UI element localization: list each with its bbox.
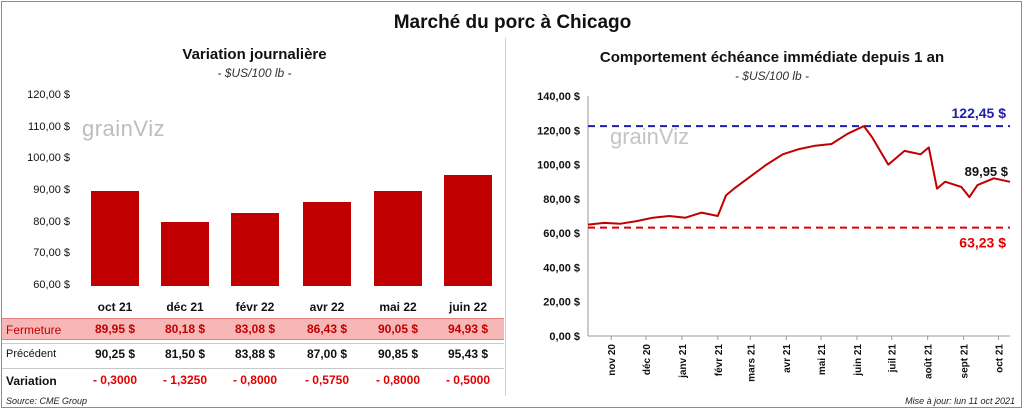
right-panel-title: Comportement échéance immédiate depuis 1… [599,49,945,66]
variation-cell: - 0,5750 [304,373,350,387]
bar [374,190,422,286]
x-tick-label: mars 21 [746,344,757,382]
y-tick-label: 70,00 $ [33,247,70,260]
fermeture-cell: 86,43 $ [306,322,348,336]
bar [231,212,279,286]
precedent-label: Précédent [6,348,57,360]
y-tick-label: 80,00 $ [543,194,580,206]
x-tick-label: mai 21 [817,344,828,376]
y-tick-label: 0,00 $ [549,331,580,343]
panel-divider [505,38,506,396]
update-note: Mise à jour: lun 11 oct 2021 [905,396,1015,406]
right-panel-subtitle: - $US/100 lb - [734,69,810,83]
row-divider [2,368,504,369]
category-label: mai 22 [379,300,417,314]
variation-cell: - 1,3250 [162,373,208,387]
fermeture-row [2,318,504,340]
precedent-cell: 90,85 $ [377,347,419,361]
row-divider [2,343,504,344]
precedent-cell: 81,50 $ [164,347,206,361]
variation-cell: - 0,3000 [92,373,138,387]
high-label: 122,45 $ [952,105,1007,121]
y-tick-label: 20,00 $ [543,297,580,309]
x-tick-label: août 21 [924,344,935,379]
variation-cell: - 0,5000 [445,373,491,387]
x-tick-label: juin 21 [853,344,864,377]
x-tick-label: déc 20 [642,344,653,376]
category-label: juin 22 [448,300,487,314]
left-watermark: grainViz [82,116,166,141]
variation-label: Variation [6,374,57,388]
y-tick-label: 120,00 $ [537,125,580,137]
x-tick-label: avr 21 [782,344,793,373]
y-tick-label: 100,00 $ [537,160,580,172]
y-tick-label: 120,00 $ [27,89,70,101]
low-label: 63,23 $ [959,235,1006,251]
source-note: Source: CME Group [6,396,88,406]
variation-cell: - 0,8000 [232,373,278,387]
variation-cell: - 0,8000 [375,373,421,387]
bar [444,175,492,286]
x-tick-label: févr 21 [714,344,725,377]
fermeture-cell: 80,18 $ [164,322,206,336]
x-tick-label: juil 21 [888,344,899,374]
y-tick-label: 80,00 $ [33,215,70,228]
fermeture-cell: 94,93 $ [447,322,489,336]
main-title: Marché du porc à Chicago [393,12,632,33]
y-tick-label: 90,00 $ [33,184,70,196]
right-watermark: grainViz [610,124,689,149]
fermeture-label: Fermeture [6,323,62,337]
y-tick-label: 110,00 $ [27,120,70,133]
y-tick-label: 60,00 $ [33,279,70,291]
line-chart: 140,00 $ 120,00 $ 100,00 $ 80,00 $ 60,00 $ 40… [537,91,1011,382]
left-panel-subtitle: - $US/100 lb - [217,66,292,80]
fermeture-cell: 90,05 $ [377,322,419,336]
bar [161,222,209,286]
x-tick-label: nov 20 [607,344,618,376]
x-tick-label: oct 21 [994,344,1005,373]
category-label: déc 21 [166,300,204,314]
y-tick-label: 40,00 $ [543,262,580,274]
y-tick-label: 140,00 $ [537,91,580,103]
bar [91,191,139,286]
precedent-cell: 90,25 $ [94,347,136,361]
x-tick-label: janv 21 [678,344,689,379]
left-panel-title: Variation journalière [182,46,327,63]
precedent-cell: 83,88 $ [234,347,276,361]
bar [303,202,351,286]
precedent-cell: 87,00 $ [306,347,348,361]
fermeture-cell: 89,95 $ [94,322,136,336]
category-label: févr 22 [235,300,275,314]
y-tick-label: 60,00 $ [543,228,580,240]
y-tick-label: 100,00 $ [27,152,70,165]
price-series-line [587,125,1011,226]
x-tick-label: sept 21 [960,344,971,379]
precedent-cell: 95,43 $ [447,347,489,361]
category-label: oct 21 [97,300,133,314]
fermeture-cell: 83,08 $ [234,322,276,336]
last-value-label: 89,95 $ [965,164,1009,179]
category-label: avr 22 [309,300,345,314]
